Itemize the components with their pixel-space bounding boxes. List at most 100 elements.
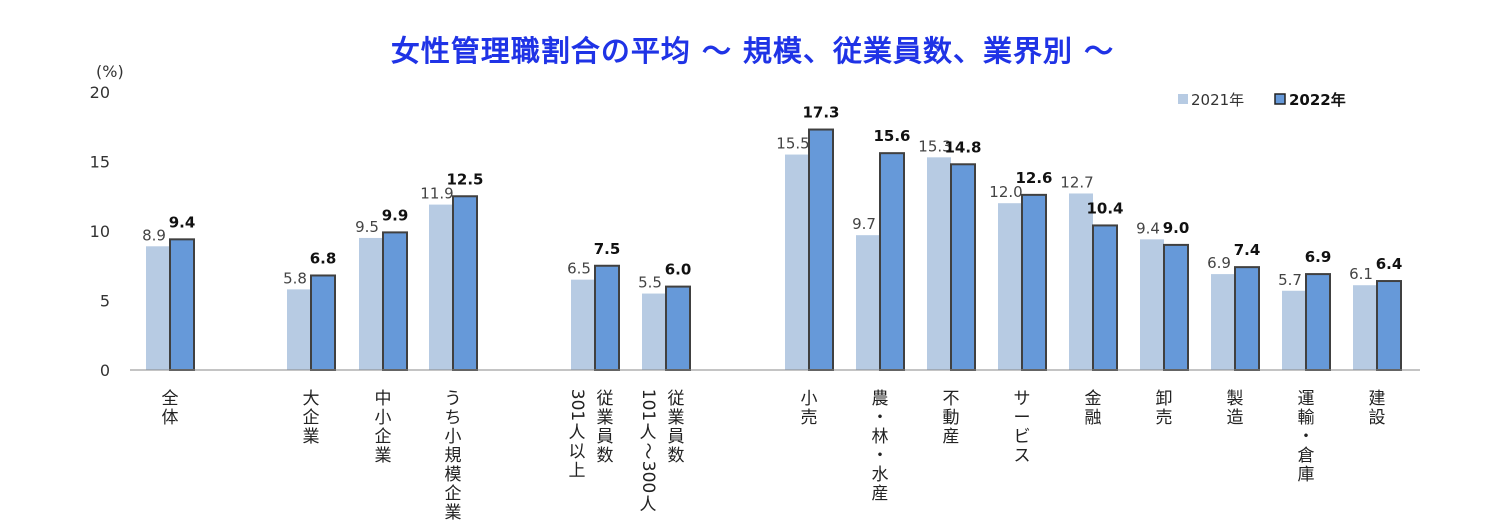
svg-text:ビ: ビ [1014, 427, 1031, 447]
bar-2022 [382, 231, 408, 371]
svg-text:業: 業 [597, 408, 614, 428]
bar-2021 [359, 237, 383, 370]
value-label-2021: 5.7 [1278, 271, 1302, 289]
svg-text:業: 業 [303, 427, 320, 447]
value-label-2021: 6.5 [567, 260, 591, 278]
svg-text:業: 業 [668, 408, 685, 428]
svg-text:従: 従 [597, 389, 614, 409]
value-label-2022: 9.0 [1163, 219, 1190, 237]
category-label: 全体 [162, 389, 179, 428]
svg-text:模: 模 [445, 465, 462, 485]
svg-text:小: 小 [801, 389, 818, 409]
svg-text:数: 数 [668, 446, 685, 466]
svg-text:101: 101 [638, 389, 658, 421]
y-tick-label: 20 [90, 83, 110, 102]
svg-text:設: 設 [1369, 408, 1386, 428]
svg-text:業: 業 [445, 503, 462, 523]
svg-text:倉: 倉 [1298, 446, 1315, 466]
value-label-2022: 7.5 [594, 240, 621, 258]
svg-text:以: 以 [569, 442, 586, 462]
value-label-2022: 9.4 [169, 213, 196, 231]
category-label: 不動産 [943, 389, 960, 447]
category-label: 従業員数 [668, 389, 685, 466]
svg-text:輸: 輸 [1298, 408, 1315, 428]
svg-text:造: 造 [1227, 408, 1244, 428]
svg-text:庫: 庫 [1298, 465, 1315, 485]
bar-2022 [1234, 266, 1260, 372]
category-label: 製造 [1227, 389, 1244, 428]
bar-2022 [594, 264, 620, 371]
value-label-2022: 6.8 [310, 249, 337, 267]
svg-text:売: 売 [801, 408, 818, 428]
svg-text:300: 300 [638, 461, 658, 493]
svg-text:建: 建 [1369, 389, 1386, 409]
svg-text:製: 製 [1227, 389, 1244, 409]
bar-2021 [287, 289, 311, 370]
svg-text:～: ～ [637, 443, 657, 460]
bar-2022 [1163, 243, 1189, 371]
bar-2022 [169, 238, 195, 371]
value-label-2022: 6.9 [1305, 248, 1332, 266]
svg-text:産: 産 [872, 484, 889, 504]
category-labels: 全体大企業中小企業うち小規模企業301人以上従業員数101人～300人従業員数小… [162, 389, 1386, 523]
category-label: 金融 [1085, 389, 1102, 428]
svg-text:人: 人 [569, 423, 586, 443]
bar-2021 [1069, 193, 1093, 370]
svg-text:企: 企 [375, 427, 392, 447]
bar-2021 [1140, 239, 1164, 370]
bar-2022 [808, 128, 834, 371]
value-label-2021: 15.3 [918, 137, 951, 155]
y-tick-label: 5 [100, 292, 110, 311]
bar-2021 [927, 157, 951, 370]
value-label-2021: 9.5 [355, 218, 379, 236]
value-label-2022: 14.8 [944, 138, 981, 156]
bar-2022 [1376, 280, 1402, 372]
svg-text:売: 売 [1156, 408, 1173, 428]
value-label-2022: 6.0 [665, 261, 692, 279]
svg-text:運: 運 [1298, 389, 1315, 409]
bar-2022 [950, 163, 976, 371]
svg-text:う: う [445, 389, 462, 409]
bar-2021 [1353, 285, 1377, 370]
svg-text:企: 企 [445, 484, 462, 504]
svg-text:人: 人 [640, 495, 657, 515]
svg-text:卸: 卸 [1156, 389, 1173, 409]
y-axis-ticks: 0 5 10 15 20 [90, 83, 110, 380]
value-label-2021: 6.1 [1349, 265, 1373, 283]
bar-2022 [1092, 224, 1118, 371]
svg-text:中: 中 [375, 389, 392, 409]
legend-label-2021: 2021年 [1191, 91, 1244, 109]
category-label: 小売 [801, 389, 818, 428]
svg-text:員: 員 [597, 427, 614, 447]
chart-title: 女性管理職割合の平均 ～ 規模、従業員数、業界別 ～ [390, 34, 1115, 68]
bar-2022 [310, 274, 336, 372]
value-labels: 8.99.45.86.89.59.911.912.56.57.55.56.015… [142, 104, 1402, 292]
svg-text:ー: ー [1014, 408, 1031, 428]
value-label-2021: 15.5 [776, 135, 809, 153]
svg-text:企: 企 [303, 408, 320, 428]
value-label-2021: 11.9 [420, 185, 453, 203]
legend-swatch-2022 [1274, 93, 1286, 105]
value-label-2021: 5.8 [283, 269, 307, 287]
bars [146, 128, 1402, 372]
bar-2021 [1282, 290, 1306, 370]
value-label-2022: 15.6 [873, 127, 910, 145]
value-label-2022: 9.9 [382, 206, 409, 224]
svg-text:不: 不 [943, 389, 960, 409]
value-label-2021: 5.5 [638, 274, 662, 292]
bar-2021 [642, 293, 666, 370]
bar-2021 [146, 246, 170, 370]
svg-text:動: 動 [943, 408, 960, 428]
value-label-2021: 12.7 [1060, 173, 1093, 191]
category-label: 運輸・倉庫 [1298, 389, 1315, 485]
svg-text:規: 規 [445, 446, 462, 466]
bar-2021 [856, 235, 880, 370]
bar-2021 [429, 204, 453, 370]
value-label-2021: 12.0 [989, 183, 1022, 201]
svg-text:従: 従 [668, 389, 685, 409]
legend-swatch-2021 [1178, 94, 1188, 104]
svg-text:大: 大 [303, 389, 320, 409]
